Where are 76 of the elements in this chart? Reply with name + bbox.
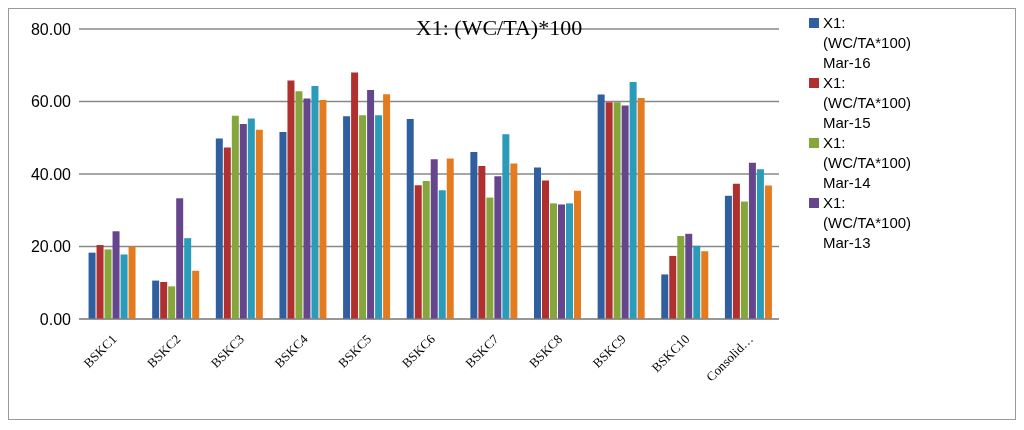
bar [438,190,446,319]
bar [247,118,255,319]
y-tick-label: 40.00 [30,165,72,183]
bar [701,251,709,319]
bar [510,163,518,319]
bar [597,94,605,319]
bar [383,94,391,319]
bar [534,167,541,319]
bar [319,100,327,319]
bar [215,138,223,319]
bar [685,233,693,319]
bar [120,254,128,319]
y-tick-label: 0.00 [39,310,72,328]
bar [287,80,295,319]
y-tick-label: 60.00 [30,93,72,111]
bar [168,286,176,319]
bar [128,246,136,319]
bar [764,185,772,319]
legend-label: X1: (WC/TA*100) Mar-16 [823,13,912,73]
bar [756,169,764,319]
y-tick-label: 20.00 [30,238,72,256]
bar [430,159,438,319]
bar [104,249,112,319]
bar [351,72,359,319]
bar [669,255,677,319]
bar [446,158,454,319]
bar [295,91,303,319]
bar [542,180,549,319]
legend-label: X1: (WC/TA*100) Mar-13 [823,193,912,253]
bar [677,235,685,319]
legend-label: X1: (WC/TA*100) Mar-14 [823,133,912,193]
legend-label: X1: (WC/TA*100) Mar-15 [823,73,912,133]
bar [231,115,239,319]
bar [112,231,120,319]
bar [613,102,621,319]
bar [470,151,478,319]
bar [550,203,557,319]
bar [414,185,422,319]
bar [566,203,573,319]
bar [375,115,383,319]
bar [605,102,613,319]
bar [239,123,247,319]
bar [637,97,645,319]
bar [96,245,104,319]
bar [223,147,231,319]
bar [184,238,192,319]
bar [279,131,287,319]
bar [422,180,430,319]
bar [367,89,375,319]
bar [359,115,367,319]
bar [343,116,351,319]
bar [152,280,160,319]
bar [406,118,414,319]
chart-title: X1: (WC/TA)*100 [414,15,584,41]
bar [255,129,263,319]
bar [574,190,581,319]
bar [176,198,184,319]
y-tick-label: 80.00 [30,20,72,38]
bar [748,162,756,319]
bar [502,134,510,319]
bar [693,245,701,319]
bar [303,98,311,319]
bar [160,282,168,319]
bar [740,201,748,319]
bar [558,204,565,319]
bar [311,85,319,319]
bar [478,166,486,319]
bar [724,195,732,319]
bar [629,81,637,319]
bar [661,274,669,319]
bar [486,197,494,319]
bar [494,176,502,319]
bar [732,183,740,319]
bar [621,105,629,319]
bar [192,270,200,319]
bar [88,252,96,319]
